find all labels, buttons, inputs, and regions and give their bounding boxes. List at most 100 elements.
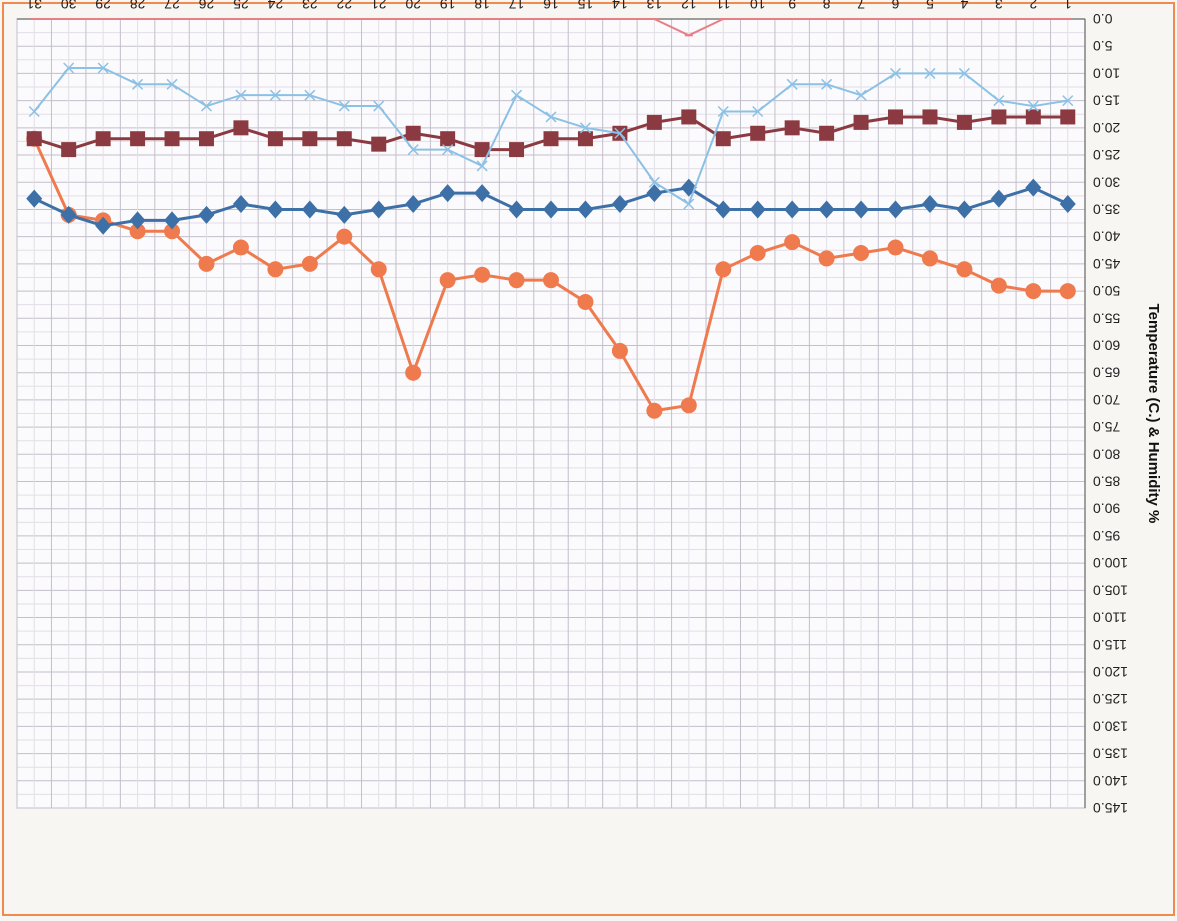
x-tick-label: 7 [857, 0, 865, 12]
y-tick-label: 35.0 [1093, 201, 1120, 217]
y-tick-label: 60.0 [1093, 337, 1120, 353]
y-tick-label: 125.0 [1093, 691, 1128, 707]
x-tick-label: 26 [198, 0, 214, 12]
data-point [63, 62, 75, 74]
data-point [166, 78, 178, 90]
data-point [476, 160, 488, 172]
x-tick-label: 28 [130, 0, 146, 12]
data-point [887, 239, 904, 256]
x-tick-label: 22 [336, 0, 352, 12]
y-tick-label: 100.0 [1093, 555, 1128, 571]
data-point [577, 131, 593, 147]
data-point [130, 131, 146, 147]
data-point [1025, 178, 1042, 197]
data-point [1025, 283, 1042, 300]
data-point [439, 272, 456, 289]
data-point [715, 261, 732, 278]
data-point [752, 105, 764, 118]
data-point [405, 195, 422, 214]
data-point [129, 211, 146, 230]
y-tick-label: 120.0 [1093, 664, 1128, 680]
x-tick-label: 18 [474, 0, 490, 12]
data-point [646, 114, 662, 130]
x-tick-label: 24 [267, 0, 283, 12]
data-point [370, 200, 387, 219]
data-point [474, 142, 490, 158]
data-point [611, 195, 628, 214]
y-tick-label: 5.0 [1093, 38, 1113, 54]
x-tick-label: 5 [926, 0, 934, 12]
data-point [683, 198, 695, 210]
data-point [611, 342, 628, 359]
data-point [889, 67, 902, 79]
data-point [336, 228, 353, 245]
data-point [508, 272, 525, 289]
y-tick-label: 140.0 [1093, 773, 1128, 789]
data-point [200, 100, 213, 112]
data-point [509, 142, 525, 158]
data-point [336, 131, 352, 147]
data-point [784, 120, 800, 136]
x-tick-label: 19 [440, 0, 456, 12]
data-point [164, 211, 181, 230]
data-point [26, 189, 43, 208]
data-point [646, 184, 663, 203]
data-point [1060, 109, 1076, 125]
data-point [681, 109, 697, 125]
data-point [715, 131, 731, 147]
data-point [924, 67, 936, 79]
data-point [198, 255, 215, 272]
x-tick-label: 27 [164, 0, 180, 12]
y-tick-label: 105.0 [1093, 582, 1128, 598]
x-tick-label: 15 [577, 0, 593, 12]
y-tick-label: 80.0 [1093, 446, 1120, 462]
data-point [269, 89, 281, 101]
x-tick-label: 3 [995, 0, 1003, 12]
data-point [821, 78, 833, 90]
y-tick-label: 15.0 [1093, 93, 1120, 109]
data-point [1062, 95, 1074, 107]
x-tick-label: 6 [891, 0, 899, 12]
data-point [853, 114, 869, 130]
x-tick-label: 30 [61, 0, 77, 12]
data-point [164, 131, 180, 147]
data-point [545, 111, 557, 123]
data-point [1059, 195, 1076, 214]
series-1 [26, 130, 1076, 419]
data-point [95, 216, 112, 235]
data-point [440, 131, 456, 147]
data-point [370, 261, 387, 278]
data-point [818, 200, 835, 219]
x-tick-label: 4 [960, 0, 968, 12]
data-point [750, 125, 766, 141]
data-point [921, 250, 938, 267]
data-point [749, 244, 766, 261]
data-point [784, 234, 801, 251]
data-point [717, 105, 729, 118]
data-point [680, 397, 697, 414]
data-point [407, 144, 419, 156]
y-tick-label: 25.0 [1093, 147, 1120, 163]
data-point [508, 200, 525, 219]
x-tick-label: 17 [509, 0, 525, 12]
data-point [543, 131, 559, 147]
y-axis-title: Temperature (C.) & Humidity % [1145, 304, 1162, 524]
y-tick-label: 75.0 [1093, 419, 1120, 435]
data-point [887, 200, 904, 219]
data-point [956, 261, 973, 278]
data-point [990, 189, 1007, 208]
data-point [26, 131, 42, 147]
data-point [95, 131, 111, 147]
y-tick-label: 55.0 [1093, 310, 1120, 326]
data-point [232, 195, 249, 214]
data-point [646, 402, 663, 419]
data-point [267, 131, 283, 147]
data-point [956, 114, 972, 130]
data-point [855, 89, 867, 101]
data-point [301, 200, 318, 219]
data-point [543, 200, 559, 219]
data-point [577, 200, 594, 219]
data-point [922, 109, 938, 125]
data-point [301, 255, 318, 272]
data-point [1059, 283, 1076, 300]
